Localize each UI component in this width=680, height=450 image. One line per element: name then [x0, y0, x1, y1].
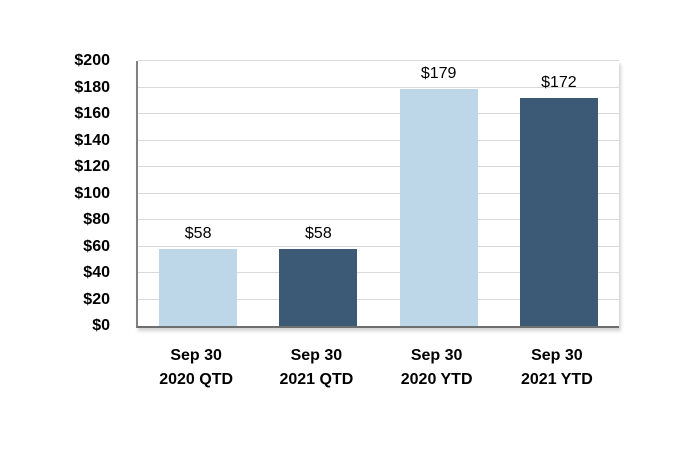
- y-axis: $0 $20 $40 $60 $80 $100 $120 $140 $160 $180 $200: [0, 52, 110, 334]
- x-category-line: 2020 YTD: [400, 371, 473, 388]
- y-tick-label: $180: [74, 78, 110, 96]
- plot-area: $58 $58 $179 $172: [136, 60, 619, 328]
- bar: [159, 249, 238, 326]
- x-axis: Sep 30 2020 QTD Sep 30 2021 QTD Sep 30 2020 Y…: [136, 344, 617, 404]
- y-tick-label: $20: [83, 290, 110, 308]
- x-category-label: Sep 30 2021 YTD: [521, 344, 593, 392]
- x-category-line: 2021 QTD: [279, 371, 354, 388]
- gridline: [138, 139, 619, 141]
- y-tick-label: $120: [74, 158, 110, 175]
- y-tick-label: $100: [74, 184, 110, 202]
- x-category-line: 2021 YTD: [521, 371, 593, 388]
- y-tick-label: $80: [83, 211, 110, 228]
- x-category-line: 2020 QTD: [159, 371, 234, 388]
- bar-value-label: $179: [420, 64, 457, 82]
- x-category-label: Sep 30 2021 QTD: [279, 344, 353, 392]
- x-category-line: Sep 30: [531, 347, 583, 364]
- gridline: [138, 245, 619, 247]
- x-category-label: Sep 30 2020 QTD: [159, 344, 233, 392]
- y-tick-label: $40: [83, 264, 110, 281]
- bar: [519, 98, 598, 326]
- bar-value-label: $58: [305, 225, 332, 243]
- x-category-line: Sep 30: [170, 347, 222, 364]
- y-tick-label: $60: [83, 237, 110, 255]
- gridline: [138, 298, 619, 300]
- bar-value-label: $172: [541, 74, 577, 92]
- gridline: [138, 60, 619, 61]
- bar: [279, 249, 358, 326]
- x-category-label: Sep 30 2020 YTD: [401, 344, 473, 392]
- bar-value-label: $58: [184, 225, 212, 243]
- gridline: [138, 219, 619, 220]
- y-tick-label: $0: [92, 317, 110, 334]
- y-tick-label: $140: [74, 131, 110, 149]
- gridline: [138, 192, 619, 194]
- gridline: [138, 166, 619, 167]
- gridline: [138, 86, 619, 88]
- gridline: [138, 113, 619, 114]
- bar: [399, 88, 478, 326]
- x-category-line: Sep 30: [410, 347, 463, 364]
- x-category-line: Sep 30: [290, 347, 343, 364]
- y-tick-label: $160: [74, 105, 110, 122]
- y-tick-label: $200: [74, 52, 110, 69]
- gridline: [138, 272, 619, 273]
